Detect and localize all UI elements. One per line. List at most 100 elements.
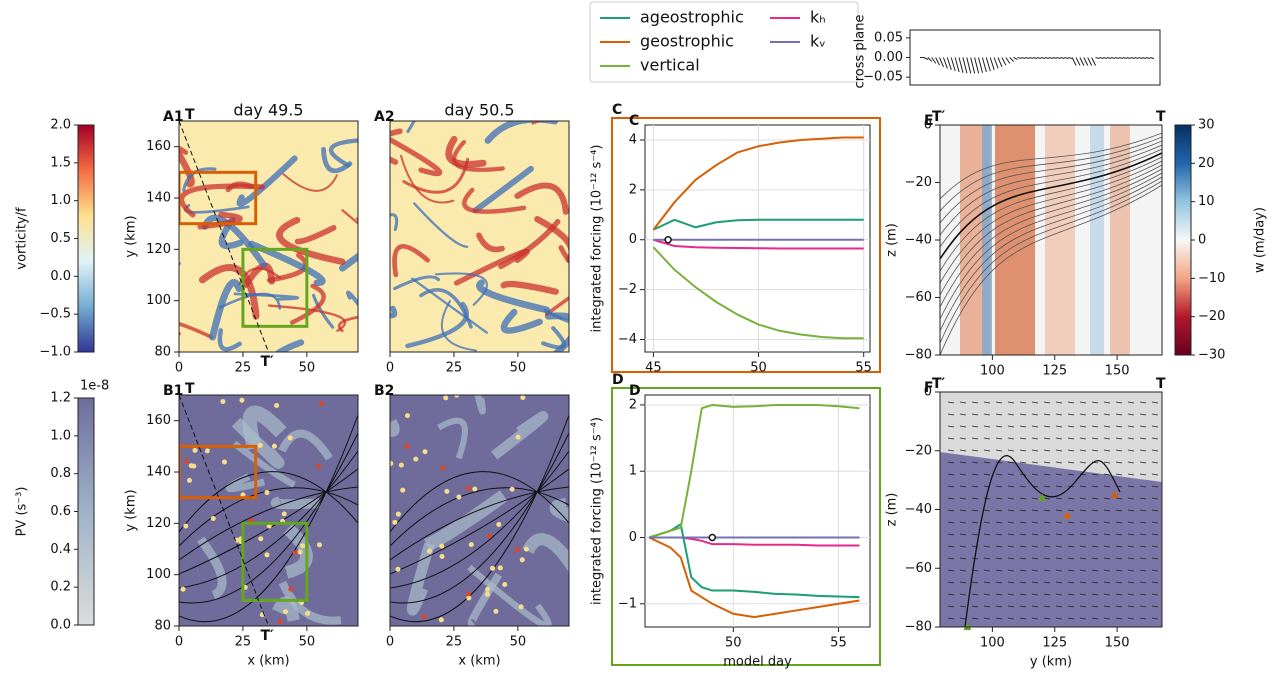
colorbar-tick-label: 1.5 (50, 155, 71, 170)
flow-arrow (947, 509, 955, 512)
flow-arrow (1127, 449, 1135, 452)
flow-arrow (959, 569, 967, 572)
filament (390, 136, 443, 177)
flow-arrow (1091, 557, 1099, 560)
contour (179, 486, 358, 561)
panel-label: A1 (163, 109, 184, 125)
axes-frame (389, 120, 570, 353)
pv-swath (278, 429, 333, 461)
particle (443, 395, 449, 401)
flow-arrow (1067, 521, 1075, 524)
particle (509, 486, 515, 492)
x-tick-label: 50 (750, 361, 767, 376)
flow-arrow (995, 437, 1003, 440)
particle (186, 477, 192, 483)
panel-label: C (612, 102, 622, 118)
flow-arrow (1139, 497, 1147, 500)
x-tick-label: 25 (446, 635, 463, 650)
flow-arrow (1115, 461, 1123, 464)
flow-arrow (1019, 521, 1027, 524)
flow-arrow (959, 545, 967, 548)
section-end: T′ (932, 109, 946, 125)
particle (514, 547, 520, 553)
y-tick-label: 80 (154, 619, 171, 634)
flow-arrow (1139, 593, 1147, 596)
flow-arrow (1055, 497, 1063, 500)
density-contour (940, 160, 1162, 284)
flow-arrow (1139, 437, 1147, 440)
flow-arrow (983, 581, 991, 584)
flow-arrow (1055, 509, 1063, 512)
filament (341, 209, 358, 225)
flow-arrow (1007, 413, 1015, 416)
filament (248, 240, 326, 287)
region-box (241, 247, 309, 328)
flow-arrow (1043, 557, 1051, 560)
quiver-arrow (1087, 57, 1093, 66)
flow-arrow (983, 569, 991, 572)
colorbar (1174, 124, 1192, 356)
filament (197, 211, 243, 230)
flow-arrow (947, 485, 955, 488)
quiver-arrow (985, 57, 991, 72)
flow-arrow (1115, 521, 1123, 524)
region-box (179, 170, 258, 226)
density-contour (940, 140, 1162, 224)
flow-arrow (1151, 617, 1159, 620)
filament (406, 121, 416, 134)
flow-arrow (959, 425, 967, 428)
flow-arrow (1031, 605, 1039, 608)
flow-arrow (1079, 401, 1087, 404)
flow-arrow (1127, 413, 1135, 416)
flow-arrow (1091, 473, 1099, 476)
quiver-arrow (1009, 57, 1015, 62)
flow-arrow (995, 425, 1003, 428)
axes-frame (389, 394, 570, 627)
flow-arrow (1007, 569, 1015, 572)
section-end: T (1156, 376, 1166, 392)
flow-arrow (971, 485, 979, 488)
flow-arrow (1103, 545, 1111, 548)
quiver-arrow (1103, 57, 1108, 59)
flow-arrow (1031, 401, 1039, 404)
colorbar-tick-label: −10 (1198, 271, 1225, 286)
y-tick-label: 4 (629, 132, 637, 147)
flow-arrow (1031, 497, 1039, 500)
colorbar-tick-label: 0.2 (50, 580, 71, 595)
filament (390, 128, 403, 165)
axes-frame (644, 124, 871, 353)
flow-arrow (1007, 593, 1015, 596)
quiver-arrow (1110, 57, 1116, 59)
flow-arrow (1079, 545, 1087, 548)
flow-arrow (1043, 581, 1051, 584)
flow-arrow (1055, 617, 1063, 620)
flow-arrow (1151, 569, 1159, 572)
pv-swath (474, 395, 486, 415)
x-tick-label: 150 (1105, 636, 1130, 651)
filament (218, 292, 282, 310)
pv-swath (437, 417, 468, 460)
flow-arrow (947, 425, 955, 428)
flow-arrow (1127, 605, 1135, 608)
filament (179, 183, 265, 218)
flow-arrow (1091, 617, 1099, 620)
density-contour (940, 172, 1162, 320)
flow-arrow (1019, 581, 1027, 584)
flow-arrow (1031, 473, 1039, 476)
flow-arrow (947, 401, 955, 404)
x-axis-label: x (km) (247, 654, 289, 669)
y-tick-label: 0 (924, 118, 932, 133)
pv-swath (232, 440, 296, 488)
series-line (652, 136, 864, 231)
flow-arrow (959, 413, 967, 416)
density-contour (940, 184, 1162, 355)
flow-arrow (1091, 485, 1099, 488)
quiver-arrow (1064, 57, 1069, 59)
flow-arrow (1103, 593, 1111, 596)
filament (390, 305, 398, 319)
flow-arrow (1043, 497, 1051, 500)
flow-arrow (1079, 557, 1087, 560)
flow-arrow (1055, 413, 1063, 416)
flow-arrow (1067, 413, 1075, 416)
flow-arrow (1151, 521, 1159, 524)
